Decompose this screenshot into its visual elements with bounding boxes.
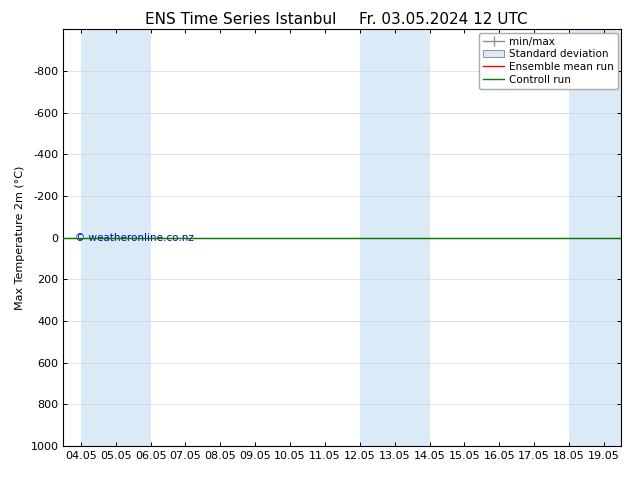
Bar — [81, 29, 150, 446]
Text: Fr. 03.05.2024 12 UTC: Fr. 03.05.2024 12 UTC — [359, 12, 528, 27]
Y-axis label: Max Temperature 2m (°C): Max Temperature 2m (°C) — [15, 166, 25, 310]
Text: ENS Time Series Istanbul: ENS Time Series Istanbul — [145, 12, 337, 27]
Bar — [359, 29, 429, 446]
Bar — [569, 29, 634, 446]
Text: © weatheronline.co.nz: © weatheronline.co.nz — [75, 233, 193, 243]
Legend: min/max, Standard deviation, Ensemble mean run, Controll run: min/max, Standard deviation, Ensemble me… — [479, 32, 618, 89]
